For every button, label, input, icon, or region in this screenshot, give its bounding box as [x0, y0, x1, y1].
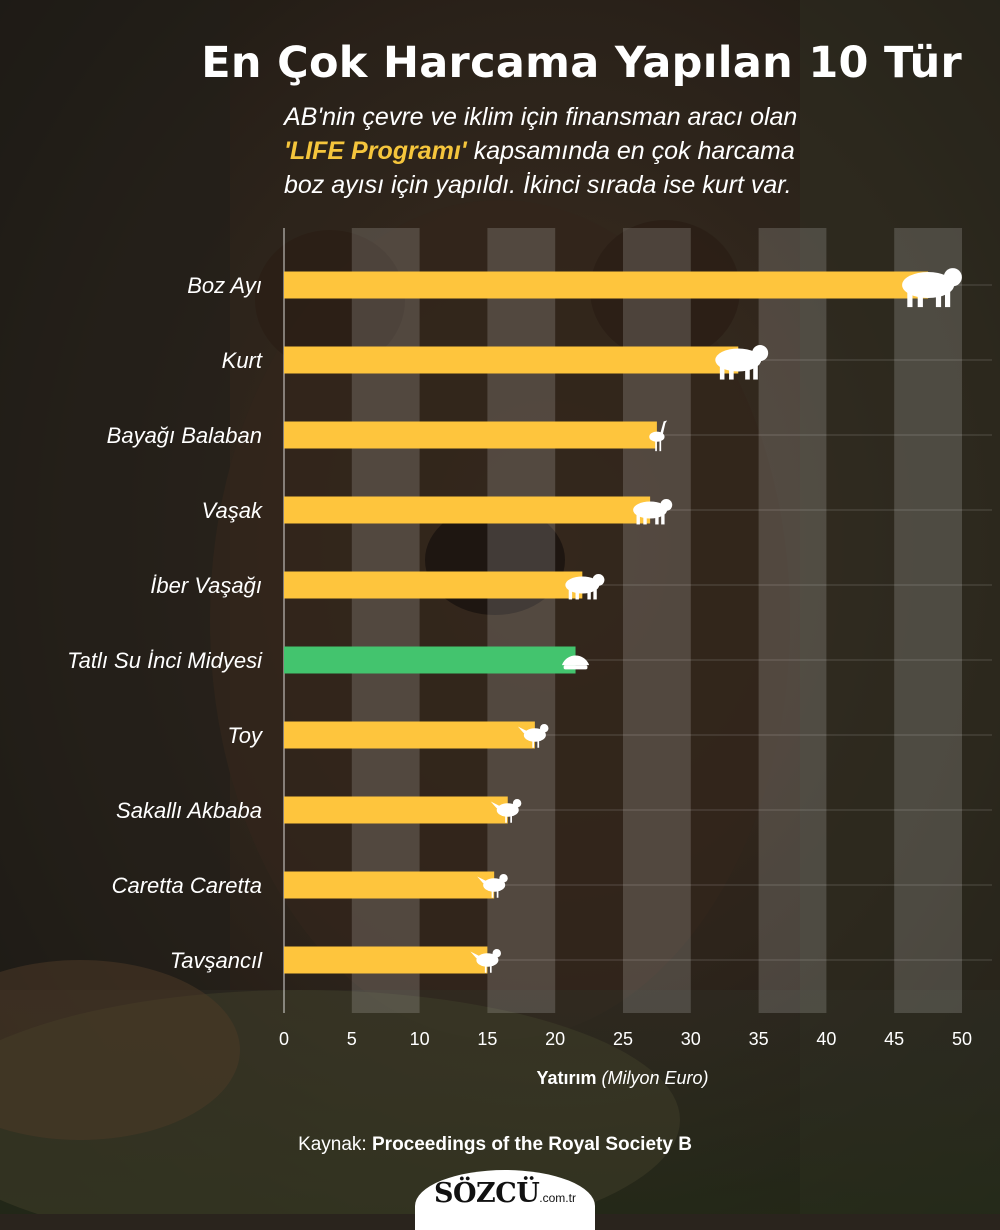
species-icons	[470, 268, 962, 973]
bar	[284, 496, 651, 524]
lynx-icon	[633, 498, 673, 525]
chart-title: En Çok Harcama Yapılan 10 Tür	[201, 38, 962, 88]
category-label: Boz Ayı	[187, 273, 262, 298]
x-tick-label: 10	[410, 1029, 430, 1049]
source-prefix: Kaynak:	[298, 1134, 367, 1155]
category-label: Tavşancıl	[170, 948, 263, 973]
bar	[284, 346, 739, 374]
x-tick-label: 25	[613, 1029, 633, 1049]
source-note: Kaynak: Proceedings of the Royal Society…	[0, 1134, 990, 1156]
iberian-lynx-icon	[565, 573, 605, 600]
x-tick-label: 40	[816, 1029, 836, 1049]
x-tick-label: 20	[545, 1029, 565, 1049]
logo-domain: .com.tr	[539, 1191, 576, 1205]
shell-icon	[561, 655, 590, 670]
category-label: Bayağı Balaban	[107, 423, 262, 448]
bar	[284, 646, 576, 674]
grid-band	[623, 228, 691, 1013]
wolf-icon	[715, 345, 769, 380]
x-axis-label: Yatırım (Milyon Euro)	[0, 1068, 1000, 1089]
x-tick-labels: 0 5 10 15 20 25 30 35 40 45 50	[279, 1029, 972, 1049]
x-tick-label: 45	[884, 1029, 904, 1049]
bar	[284, 871, 495, 899]
bar	[284, 271, 929, 299]
x-tick-label: 0	[279, 1029, 289, 1049]
category-label: Caretta Caretta	[112, 873, 262, 898]
bar	[284, 421, 657, 449]
x-tick-label: 5	[347, 1029, 357, 1049]
subtitle-line-2: kapsamında en çok harcama	[466, 137, 795, 165]
turtle-icon	[477, 873, 508, 898]
category-label: Tatlı Su İnci Midyesi	[67, 648, 263, 673]
chart-subtitle: AB'nin çevre ve iklim için finansman ara…	[284, 100, 924, 202]
bar	[284, 946, 488, 974]
x-tick-label: 15	[477, 1029, 497, 1049]
bar	[284, 721, 535, 749]
category-label: İber Vaşağı	[150, 573, 262, 598]
bear-silhouette	[210, 200, 790, 1040]
bustard-icon	[517, 723, 549, 748]
x-axis-label-unit: (Milyon Euro)	[601, 1068, 709, 1088]
category-label: Vaşak	[202, 498, 263, 523]
x-tick-label: 50	[952, 1029, 972, 1049]
subtitle-line-1: AB'nin çevre ve iklim için finansman ara…	[284, 103, 798, 131]
logo-brand: SÖZCÜ	[434, 1178, 540, 1209]
x-tick-label: 35	[749, 1029, 769, 1049]
heron-icon	[649, 420, 668, 452]
bar	[284, 796, 508, 824]
x-tick-label: 30	[681, 1029, 701, 1049]
bar	[284, 571, 583, 599]
x-axis-label-main: Yatırım	[536, 1068, 597, 1088]
subtitle-highlight: 'LIFE Programı'	[284, 137, 467, 165]
grid-band	[758, 228, 827, 1013]
category-label: Toy	[227, 723, 264, 748]
category-labels: Boz Ayı Kurt Bayağı Balaban Vaşak İber Vaşağ…	[67, 273, 264, 973]
bear-icon	[902, 268, 962, 308]
category-label: Sakallı Akbaba	[116, 798, 262, 823]
bars	[284, 271, 929, 974]
vulture-icon	[490, 798, 522, 823]
subtitle-line-3: boz ayısı için yapıldı. İkinci sırada is…	[284, 171, 792, 199]
eagle-icon	[470, 948, 501, 973]
grid-band	[894, 228, 962, 1013]
category-label: Kurt	[222, 348, 263, 373]
source-name: Proceedings of the Royal Society B	[372, 1134, 692, 1155]
